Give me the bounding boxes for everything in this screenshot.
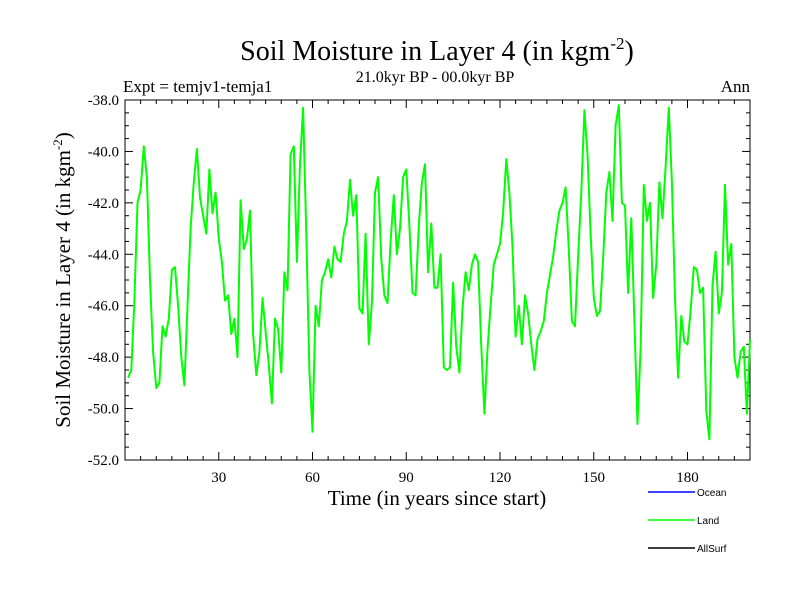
y-tick-label: -38.0: [88, 93, 119, 109]
legend: Ocean Land AllSurf: [648, 488, 727, 555]
chart-title-main: Soil Moisture in Layer 4 (in kgm: [240, 36, 610, 67]
y-tick-label: -46.0: [88, 299, 119, 315]
series-group: [127, 104, 751, 441]
x-tick-label: 150: [583, 470, 606, 486]
subtitle-left: Expt = temjv1-temja1: [123, 77, 272, 96]
chart-title: Soil Moisture in Layer 4 (in kgm-2): [240, 34, 634, 67]
x-tick-label: 120: [489, 470, 512, 486]
x-tick-label: 30: [211, 470, 226, 486]
y-axis-label-close: ): [51, 132, 75, 139]
y-axis: -38.0 -40.0 -42.0 -44.0 -46.0 -48.0 -50.0 -52.0: [88, 93, 750, 469]
y-tick-label: -52.0: [88, 453, 119, 469]
chart-title-sup: -2: [610, 34, 624, 53]
y-tick-label: -42.0: [88, 196, 119, 212]
y-axis-label: Soil Moisture in Layer 4 (in kgm-2): [50, 132, 75, 427]
legend-label-ocean: Ocean: [697, 488, 726, 499]
x-tick-label: 60: [305, 470, 320, 486]
series-line-land: [127, 104, 751, 441]
y-axis-label-sup: -2: [50, 139, 65, 150]
y-tick-label: -40.0: [88, 144, 119, 160]
chart-title-close: ): [625, 36, 634, 67]
y-tick-label: -50.0: [88, 402, 119, 418]
legend-label-land: Land: [697, 516, 719, 527]
x-axis-label: Time (in years since start): [328, 486, 547, 510]
x-tick-label: 180: [676, 470, 699, 486]
subtitle-right: Ann: [721, 77, 751, 96]
x-tick-label: 90: [399, 470, 414, 486]
legend-label-allsurf: AllSurf: [697, 544, 727, 555]
subtitle-center: 21.0kyr BP - 00.0kyr BP: [356, 69, 515, 86]
y-axis-label-main: Soil Moisture in Layer 4 (in kgm: [51, 150, 75, 428]
y-tick-label: -44.0: [88, 247, 119, 263]
x-axis: 30 60 90 120 150 180: [140, 100, 735, 486]
y-tick-label: -48.0: [88, 350, 119, 366]
